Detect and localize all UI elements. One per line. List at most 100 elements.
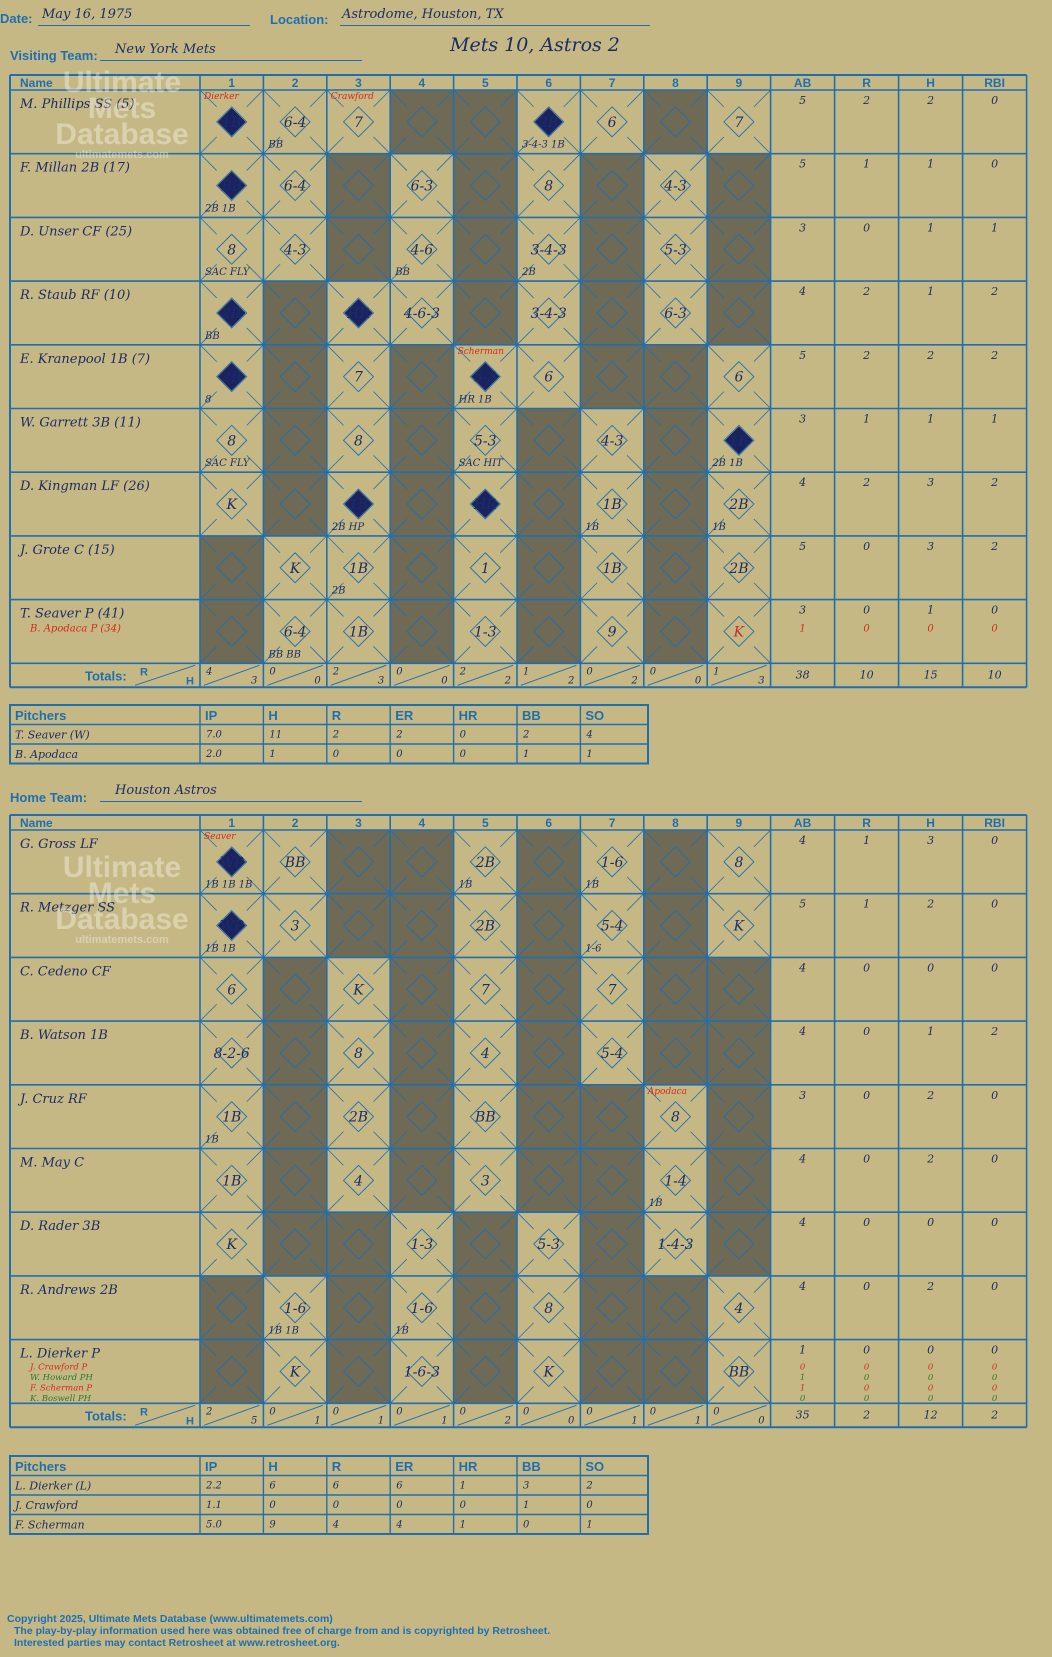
v-batter-stat: 1: [927, 604, 934, 617]
h-play-result: BB: [474, 1110, 496, 1126]
h-diamond: [406, 846, 438, 878]
v-diamond: [723, 424, 755, 456]
v-total-stat: 10: [988, 668, 1002, 681]
h-cell-guide: [453, 957, 518, 1022]
v-batter-stat: 2: [926, 94, 934, 107]
h-diamond: [533, 1292, 565, 1324]
h-inning-total-slash: [584, 1404, 640, 1426]
h-inning-hits: 1: [314, 1415, 320, 1426]
h-diamond: [279, 909, 311, 942]
v-play-result: 3-4-3: [531, 242, 567, 258]
v-batter-stat: 2: [862, 476, 870, 489]
v-pitchers-header: HR: [459, 708, 478, 723]
v-diamond: [596, 106, 628, 138]
h-play-result: BB: [728, 1364, 750, 1380]
v-cell-guide: [580, 599, 645, 664]
h-totals-rh-slash: [134, 1404, 196, 1426]
v-header-stat: RBI: [984, 76, 1005, 90]
v-batter-name: J. Grote C (15): [17, 543, 115, 558]
h-diamond: [279, 846, 311, 878]
h-run-scored-diamond: [217, 847, 246, 876]
v-cell-guide: [389, 599, 454, 664]
h-pitcher-stat: 1: [523, 1500, 529, 1511]
h-play-result: 8: [544, 1301, 553, 1317]
footer-copyright: Copyright 2025, Ultimate Mets Database (…: [7, 1613, 333, 1625]
v-inning-runs: 4: [205, 666, 212, 677]
v-pitchers-header: H: [268, 708, 277, 723]
h-play-detail: 1B: [585, 880, 599, 891]
h-play-result: 1B: [222, 1110, 241, 1126]
h-play-result: 7: [481, 982, 490, 998]
h-pitcher-stat: 4: [395, 1520, 402, 1531]
h-diamond: [723, 1037, 755, 1069]
v-diamond: [279, 615, 311, 648]
v-batter-name: E. Kranepool 1B (7): [19, 352, 150, 367]
v-play-result: 6: [608, 115, 617, 131]
h-diamond: [279, 1228, 311, 1260]
h-play-result: 8: [354, 1046, 363, 1062]
h-pitcher-stat: 2.2: [205, 1481, 222, 1492]
v-diamond: [469, 424, 501, 456]
v-batter-stat: 1: [927, 158, 934, 171]
v-cell-guide: [706, 535, 771, 600]
v-cell-guide: [326, 89, 391, 154]
v-pitching-change-note: Dierker: [203, 92, 240, 102]
v-play-result: 6: [734, 370, 743, 386]
h-cell-guide: [580, 1084, 645, 1149]
v-cell-guide: [326, 471, 391, 537]
v-play-result: 4-6: [410, 242, 434, 258]
v-cell-guide: [706, 280, 771, 346]
h-diamond: [596, 1228, 628, 1260]
v-batter-stat: 2: [926, 349, 934, 362]
v-diamond: [533, 552, 565, 584]
v-diamond: [279, 233, 311, 265]
h-sub-name: W. Howard PH: [30, 1373, 93, 1383]
v-header-inning: 4: [419, 76, 426, 90]
v-cell-guide: [199, 599, 264, 664]
h-play-result: 4: [480, 1046, 490, 1062]
h-play-result: 1-4: [664, 1173, 687, 1189]
h-play-result: K: [733, 919, 746, 935]
v-cell-guide: [389, 89, 454, 154]
v-pitcher-stat: 2: [522, 730, 529, 741]
h-sub-stat: 0: [864, 1373, 870, 1383]
h-diamond: [596, 1292, 628, 1324]
h-cell-guide: [263, 1020, 328, 1086]
h-header-inning: 1: [228, 816, 235, 830]
v-diamond: [469, 361, 501, 393]
v-header-stat: H: [926, 76, 935, 90]
v-diamond: [596, 233, 628, 265]
h-total-stat: 2: [862, 1408, 870, 1421]
h-cell-guide: [263, 957, 328, 1022]
v-batter-stat: 0: [863, 540, 870, 553]
h-sub-name: F. Scherman P: [29, 1384, 92, 1394]
v-cell-guide: [706, 153, 771, 218]
v-header-inning: 3: [355, 76, 362, 90]
v-play-detail: BB: [267, 140, 283, 151]
v-cell-guide: [263, 535, 328, 600]
h-cell-guide: [389, 1275, 454, 1340]
v-cell-guide: [453, 408, 518, 473]
v-play-result: 2B: [728, 497, 748, 513]
v-batter-stat: 3: [799, 413, 806, 426]
v-batter-stat: 1: [991, 413, 998, 426]
v-diamond: [406, 488, 438, 520]
h-inning-hits: 0: [568, 1415, 575, 1426]
h-cell-guide: [389, 1339, 454, 1404]
v-inning-total-slash: [457, 664, 514, 686]
h-sub-stat: 0: [928, 1384, 934, 1394]
h-diamond: [216, 1164, 248, 1196]
v-diamond: [279, 424, 311, 456]
v-diamond: [216, 552, 248, 584]
h-diamond: [342, 1101, 375, 1133]
v-cell-guide: [263, 344, 328, 409]
v-cell-guide: [643, 599, 708, 664]
h-inning-runs: 0: [396, 1406, 403, 1417]
home-team-underline: [100, 801, 362, 802]
v-diamond: [406, 552, 438, 584]
v-diamond: [723, 169, 755, 202]
v-diamond: [342, 169, 375, 202]
v-cell-guide: [643, 89, 708, 154]
h-header-stat: AB: [794, 816, 812, 830]
h-diamond: [723, 1228, 755, 1260]
